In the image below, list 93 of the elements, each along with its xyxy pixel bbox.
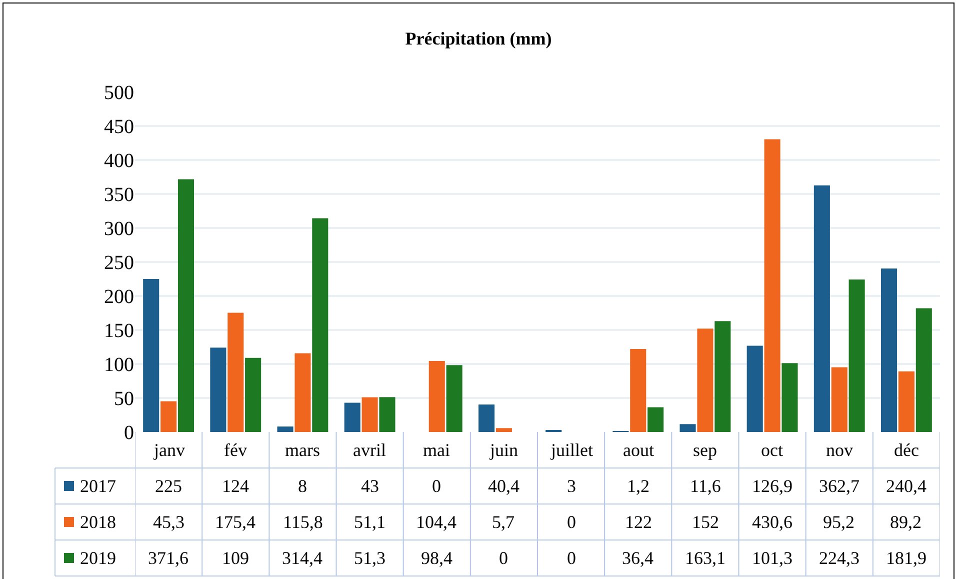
data-label: 51,3 — [354, 548, 386, 568]
x-tick-label: sep — [693, 440, 717, 460]
bar — [814, 185, 830, 432]
data-label: 0 — [567, 512, 576, 532]
data-label: 104,4 — [416, 512, 456, 532]
x-tick-label: déc — [894, 440, 919, 460]
data-label: 89,2 — [890, 512, 922, 532]
data-label: 362,7 — [819, 476, 860, 496]
data-label: 11,6 — [690, 476, 721, 496]
data-label: 163,1 — [685, 548, 726, 568]
bar — [446, 365, 462, 432]
data-label: 36,4 — [622, 548, 654, 568]
y-tick-label: 0 — [124, 422, 134, 444]
data-label: 45,3 — [153, 512, 184, 532]
data-label: 225 — [155, 476, 182, 496]
legend-label: 2017 — [80, 476, 116, 496]
data-label: 3 — [567, 476, 576, 496]
y-tick-label: 450 — [104, 116, 134, 138]
x-tick-label: nov — [826, 440, 853, 460]
bar — [880, 268, 898, 432]
bar — [496, 428, 512, 432]
chart-title: Précipitation (mm) — [405, 28, 552, 48]
bar — [245, 358, 262, 432]
data-label: 0 — [432, 476, 441, 496]
data-label: 122 — [625, 512, 652, 532]
data-label: 101,3 — [752, 548, 792, 568]
bar — [143, 279, 160, 432]
bar — [630, 349, 646, 432]
y-tick-label: 250 — [104, 252, 134, 274]
data-label: 1,2 — [627, 476, 650, 496]
bar — [160, 401, 177, 432]
data-label: 40,4 — [488, 476, 520, 496]
data-label: 95,2 — [823, 512, 854, 532]
y-tick-label: 200 — [104, 286, 134, 308]
bar — [746, 346, 763, 432]
bar — [428, 361, 445, 432]
legend-label: 2018 — [80, 512, 116, 532]
bar — [782, 363, 798, 432]
data-label: 124 — [222, 476, 249, 496]
bar — [478, 404, 495, 432]
data-label: 126,9 — [752, 476, 792, 496]
bar — [379, 397, 396, 432]
data-label: 115,8 — [283, 512, 323, 532]
data-label: 240,4 — [886, 476, 926, 496]
data-label: 51,1 — [354, 512, 386, 532]
y-tick-label: 400 — [104, 150, 134, 172]
bar — [362, 397, 378, 432]
x-tick-label: juin — [489, 440, 518, 460]
data-label: 152 — [692, 512, 719, 532]
x-tick-label: mars — [285, 440, 320, 460]
bar — [277, 426, 294, 432]
bar — [697, 328, 714, 432]
legend-label: 2019 — [80, 548, 116, 568]
x-tick-label: janv — [153, 440, 185, 460]
data-label: 5,7 — [492, 512, 514, 532]
x-tick-label: oct — [761, 440, 783, 460]
bar — [898, 371, 914, 432]
data-label: 224,3 — [819, 548, 860, 568]
data-label: 109 — [222, 548, 249, 568]
x-tick-label: fév — [224, 440, 247, 460]
data-label: 8 — [298, 476, 307, 496]
data-label: 0 — [499, 548, 508, 568]
y-tick-label: 300 — [104, 218, 134, 240]
x-tick-label: avril — [353, 440, 386, 460]
data-label: 43 — [361, 476, 379, 496]
data-label: 371,6 — [148, 548, 188, 568]
bar — [764, 139, 780, 432]
bar — [178, 179, 194, 432]
data-label: 430,6 — [752, 512, 792, 532]
bar — [714, 321, 731, 432]
data-label: 98,4 — [421, 548, 452, 568]
y-tick-label: 50 — [114, 388, 134, 410]
data-label: 314,4 — [282, 548, 322, 568]
y-tick-label: 150 — [104, 320, 134, 342]
y-tick-label: 100 — [104, 354, 134, 376]
bar — [680, 424, 696, 432]
bar — [831, 367, 848, 432]
bar — [294, 353, 311, 432]
y-tick-label: 350 — [104, 184, 134, 206]
data-label: 181,9 — [886, 548, 926, 568]
bar — [228, 312, 244, 432]
bar — [848, 279, 865, 432]
data-label: 0 — [567, 548, 576, 568]
data-label: 175,4 — [215, 512, 256, 532]
bar — [648, 407, 664, 432]
x-tick-label: juillet — [550, 440, 593, 460]
bar — [344, 402, 360, 432]
bar — [210, 348, 226, 432]
bar — [312, 218, 328, 432]
y-tick-label: 500 — [104, 82, 134, 104]
x-tick-label: mai — [423, 440, 450, 460]
bar — [916, 308, 932, 432]
x-tick-label: aout — [623, 440, 654, 460]
